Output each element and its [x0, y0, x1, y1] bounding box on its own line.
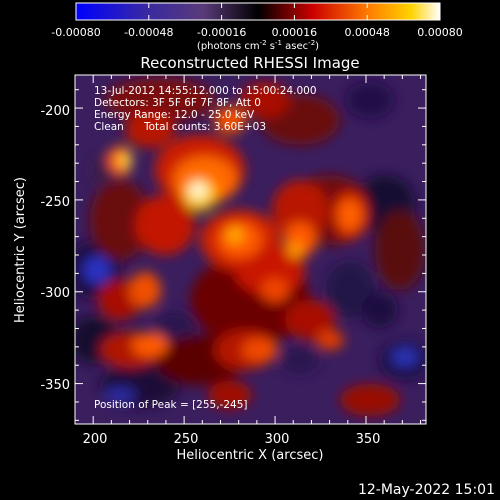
image-annotations: 13-Jul-2012 14:55:12.000 to 15:00:24.000…	[94, 85, 317, 411]
rhessi-image	[75, 75, 426, 424]
colorbar-tick-label: 0.00080	[417, 26, 463, 39]
detectors-text: Detectors: 3F 5F 6F 7F 8F, Att 0	[94, 97, 261, 109]
x-tick-label: 250	[174, 432, 199, 447]
colorbar-tick-label: -0.00048	[124, 26, 173, 39]
clean-label-text: Clean	[94, 121, 124, 133]
colorbar-tick-labels: -0.00080 -0.00048 -0.00016 0.00016 0.000…	[51, 26, 462, 39]
total-counts-text: Total counts: 3.60E+03	[143, 121, 266, 133]
x-axis-ticks	[74, 75, 422, 424]
plot-frame	[74, 74, 427, 425]
peak-position-text: Position of Peak = [255,-245]	[94, 399, 248, 411]
y-tick-label: -300	[40, 286, 70, 301]
y-axis-ticks	[75, 89, 426, 421]
x-axis-label: Heliocentric X (arcsec)	[177, 448, 324, 463]
colorbar: -0.00080 -0.00048 -0.00016 0.00016 0.000…	[51, 2, 463, 52]
y-tick-label: -350	[40, 378, 70, 393]
colorbar-tick-label: 0.00016	[272, 26, 318, 39]
colorbar-tick-label: -0.00016	[197, 26, 246, 39]
colorbar-gradient	[75, 2, 441, 21]
y-tick-label: -250	[40, 195, 70, 210]
colorbar-units-label: (photons cm-2 s-1 asec-2)	[197, 39, 319, 52]
plot-title: Reconstructed RHESSI Image	[140, 54, 359, 72]
x-tick-label: 300	[265, 432, 290, 447]
energy-range-text: Energy Range: 12.0 - 25.0 keV	[94, 109, 255, 121]
footer-timestamp: 12-May-2022 15:01	[358, 482, 495, 498]
time-range-text: 13-Jul-2012 14:55:12.000 to 15:00:24.000	[94, 85, 317, 97]
y-axis-tick-labels: -200 -250 -300 -350	[40, 104, 70, 393]
y-tick-label: -200	[40, 104, 70, 119]
colorbar-ticks	[75, 3, 441, 20]
colorbar-tick-label: 0.00048	[344, 26, 390, 39]
y-axis-label: Heliocentric Y (arcsec)	[13, 177, 28, 323]
x-tick-label: 200	[83, 432, 108, 447]
colorbar-tick-label: -0.00080	[51, 26, 100, 39]
x-axis-tick-labels: 200 250 300 350	[83, 432, 381, 447]
x-tick-label: 350	[356, 432, 381, 447]
